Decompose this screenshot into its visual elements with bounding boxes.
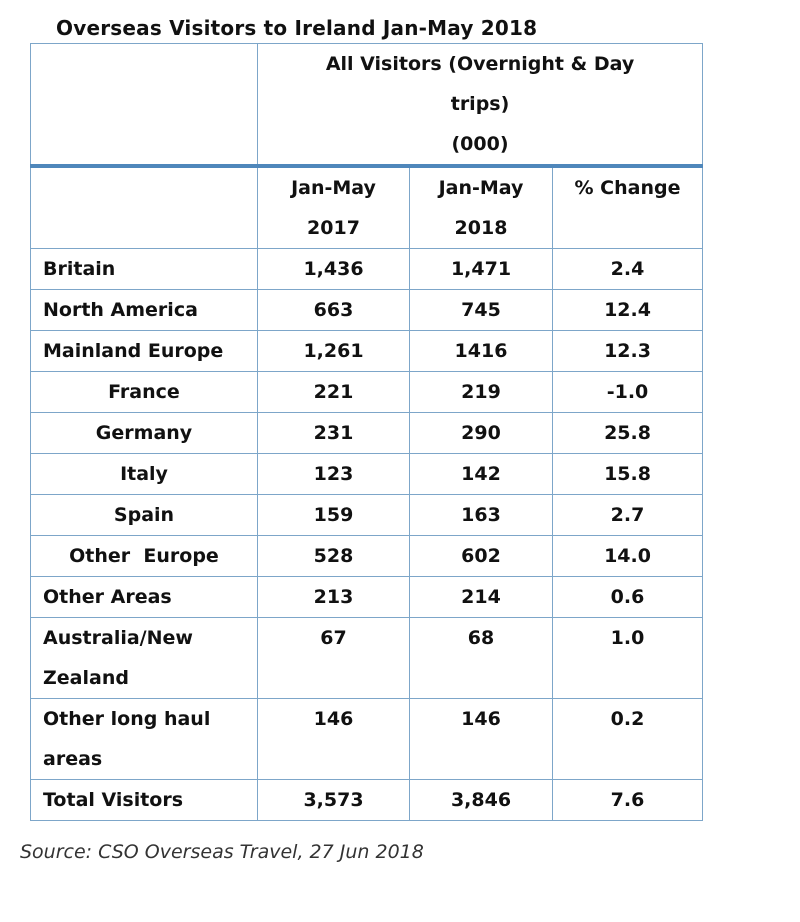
row-label: Mainland Europe — [30, 330, 258, 372]
header-col2-line1: Jan-May — [438, 177, 524, 199]
row-label: Total Visitors — [30, 779, 258, 821]
header-empty-cell — [30, 165, 258, 249]
row-label: Britain — [30, 248, 258, 290]
table-row: Spain 159 163 2.7 — [30, 494, 704, 536]
value-2018: 3,846 — [409, 779, 553, 821]
row-label: Spain — [30, 494, 258, 536]
header-row-columns: Jan-May 2017 Jan-May 2018 % Change — [30, 165, 704, 249]
percent-change: 12.4 — [551, 289, 704, 331]
table-row-total: Total Visitors 3,573 3,846 7.6 — [30, 779, 704, 821]
value-2017: 146 — [257, 698, 410, 780]
row-label: Australia/New Zealand — [30, 617, 258, 699]
table-row: Other long haul areas 146 146 0.2 — [30, 698, 704, 780]
row-label: Other Areas — [30, 576, 258, 618]
table-row: Germany 231 290 25.8 — [30, 412, 704, 454]
value-2018: 745 — [409, 289, 553, 331]
value-2017: 528 — [257, 535, 410, 577]
value-2017: 213 — [257, 576, 410, 618]
percent-change: 14.0 — [551, 535, 704, 577]
header-col1-line1: Jan-May — [291, 177, 376, 199]
table-row: Britain 1,436 1,471 2.4 — [30, 248, 704, 290]
table-row: France 221 219 -1.0 — [30, 371, 704, 413]
value-2017: 123 — [257, 453, 410, 495]
header-group-line3: (000) — [451, 133, 509, 155]
value-2017: 67 — [257, 617, 410, 699]
table-title: Overseas Visitors to Ireland Jan-May 201… — [56, 16, 538, 40]
value-2017: 1,436 — [257, 248, 410, 290]
table-row: North America 663 745 12.4 — [30, 289, 704, 331]
percent-change: 0.6 — [551, 576, 704, 618]
value-2017: 231 — [257, 412, 410, 454]
table-row: Australia/New Zealand 67 68 1.0 — [30, 617, 704, 699]
value-2017: 663 — [257, 289, 410, 331]
row-label: France — [30, 371, 258, 413]
header-col1-line2: 2017 — [307, 217, 360, 239]
value-2018: 68 — [409, 617, 553, 699]
source-note: Source: CSO Overseas Travel, 27 Jun 2018 — [20, 841, 424, 863]
row-label: Other Europe — [30, 535, 258, 577]
table-row: Other Europe 528 602 14.0 — [30, 535, 704, 577]
value-2018: 1,471 — [409, 248, 553, 290]
percent-change: 2.4 — [551, 248, 704, 290]
header-all-visitors: All Visitors (Overnight & Day trips) (00… — [256, 43, 704, 168]
table-row: Italy 123 142 15.8 — [30, 453, 704, 495]
header-group-line1: All Visitors (Overnight & Day — [325, 53, 635, 75]
value-2018: 142 — [409, 453, 553, 495]
header-empty-cell — [30, 43, 258, 168]
visitors-table: All Visitors (Overnight & Day trips) (00… — [30, 43, 704, 821]
percent-change: 1.0 — [551, 617, 704, 699]
value-2017: 159 — [257, 494, 410, 536]
value-2017: 221 — [257, 371, 410, 413]
row-label: Italy — [30, 453, 258, 495]
header-col2-line2: 2018 — [454, 217, 508, 239]
table-row: Other Areas 213 214 0.6 — [30, 576, 704, 618]
percent-change: 25.8 — [551, 412, 704, 454]
percent-change: 7.6 — [551, 779, 704, 821]
percent-change: 0.2 — [551, 698, 704, 780]
header-percent-change: % Change — [551, 165, 704, 249]
header-row-group: All Visitors (Overnight & Day trips) (00… — [30, 43, 704, 168]
header-group-line2: trips) — [450, 93, 510, 115]
value-2018: 214 — [409, 576, 553, 618]
percent-change: -1.0 — [551, 371, 704, 413]
value-2018: 219 — [409, 371, 553, 413]
value-2018: 163 — [409, 494, 553, 536]
percent-change: 15.8 — [551, 453, 704, 495]
percent-change: 2.7 — [551, 494, 704, 536]
value-2018: 1416 — [409, 330, 553, 372]
value-2018: 146 — [409, 698, 553, 780]
value-2017: 1,261 — [257, 330, 410, 372]
value-2018: 290 — [409, 412, 553, 454]
row-label: North America — [30, 289, 258, 331]
row-label: Germany — [30, 412, 258, 454]
percent-change: 12.3 — [551, 330, 704, 372]
header-jan-may-2018: Jan-May 2018 — [409, 165, 553, 249]
header-jan-may-2017: Jan-May 2017 — [257, 165, 410, 249]
value-2017: 3,573 — [257, 779, 410, 821]
table-row: Mainland Europe 1,261 1416 12.3 — [30, 330, 704, 372]
row-label: Other long haul areas — [30, 698, 258, 780]
value-2018: 602 — [409, 535, 553, 577]
